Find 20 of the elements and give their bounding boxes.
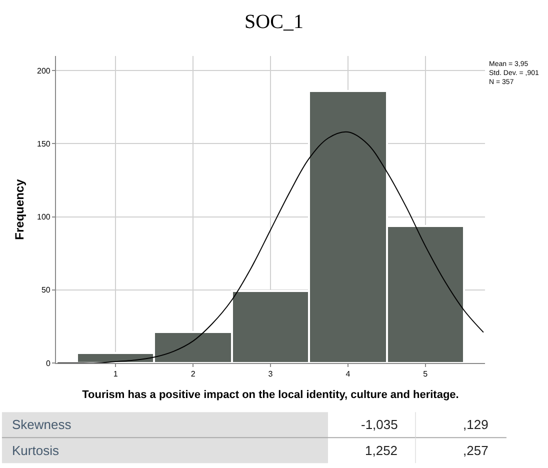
y-axis-title: Frequency (12, 178, 26, 240)
x-tick-label: 2 (190, 370, 196, 379)
x-tick-label: 4 (346, 370, 351, 379)
x-axis-title: Tourism has a positive impact on the local identity, culture and heritage. (82, 388, 459, 401)
text: ,257 (463, 443, 488, 458)
text: Kurtosis (12, 443, 60, 458)
text: 1,252 (365, 443, 398, 458)
text: -1,035 (361, 417, 398, 432)
y-tick-label: 200 (37, 66, 51, 76)
line-series (57, 131, 484, 363)
text: Skewness (12, 417, 72, 432)
y-tick-label: 100 (37, 212, 51, 222)
x-tick-label: 5 (423, 370, 428, 379)
y-tick-label: 150 (37, 140, 51, 149)
chart-title: SOC_1 (244, 11, 304, 34)
y-tick-label: 50 (41, 286, 51, 295)
x-tick-label: 1 (113, 370, 118, 379)
text: ,129 (463, 417, 488, 432)
x-tick-label: 3 (268, 370, 274, 379)
y-tick-label: 0 (46, 358, 51, 368)
